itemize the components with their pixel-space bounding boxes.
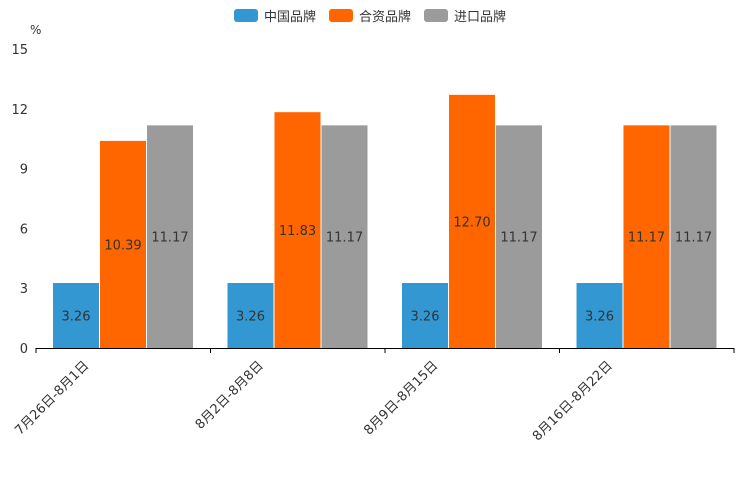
legend: 中国品牌 合资品牌 进口品牌 <box>234 9 506 25</box>
bar-1-1[interactable] <box>274 112 321 349</box>
bar-2-1[interactable] <box>321 125 368 348</box>
y-tick-label: 12 <box>11 103 28 118</box>
x-axis: 7月26日-8月1日 8月2日-8月8日 8月9日-8月15日 8月16日-8月22日 <box>12 348 735 444</box>
y-tick-label: 6 <box>20 222 28 237</box>
legend-label-2[interactable]: 进口品牌 <box>454 9 506 25</box>
legend-swatch-2[interactable] <box>424 9 448 22</box>
bar-0-0[interactable] <box>53 283 99 348</box>
data-label-2-2: 11.17 <box>500 231 537 246</box>
x-category-label: 8月16日-8月22日 <box>530 358 616 444</box>
data-label-1-1: 11.83 <box>279 224 316 239</box>
bar-1-0[interactable] <box>100 140 146 348</box>
data-label-0-1: 3.26 <box>236 310 265 325</box>
x-category-label: 7月26日-8月1日 <box>12 358 92 438</box>
y-tick-label: 15 <box>11 43 28 58</box>
bar-2-3[interactable] <box>670 125 717 348</box>
bar-0-3[interactable] <box>576 283 623 348</box>
data-label-2-0: 11.17 <box>151 231 188 246</box>
legend-label-1[interactable]: 合资品牌 <box>359 9 411 25</box>
data-label-0-2: 3.26 <box>411 310 440 325</box>
data-label-1-0: 10.39 <box>104 238 141 253</box>
x-category-label: 8月2日-8月8日 <box>193 358 267 432</box>
bar-1-3[interactable] <box>623 125 670 348</box>
data-label-0-0: 3.26 <box>62 310 91 325</box>
bar-0-1[interactable] <box>227 283 274 348</box>
bar-2-0[interactable] <box>147 125 193 348</box>
legend-swatch-1[interactable] <box>329 9 353 22</box>
data-label-1-2: 12.70 <box>453 215 490 230</box>
data-label-2-1: 11.17 <box>326 231 363 246</box>
data-label-1-3: 11.17 <box>628 231 665 246</box>
bar-2-2[interactable] <box>496 125 542 348</box>
x-category-label: 8月9日-8月15日 <box>361 358 441 438</box>
y-tick-label: 0 <box>20 342 28 357</box>
y-axis-unit: % <box>30 23 41 37</box>
y-tick-label: 3 <box>20 282 28 297</box>
bars: 3.26 10.39 11.17 3.26 11.83 11.17 3.26 12.70 11.… <box>53 94 717 349</box>
legend-swatch-0[interactable] <box>234 9 258 22</box>
y-axis: 0 3 6 9 12 15 <box>11 43 28 357</box>
data-label-2-3: 11.17 <box>675 231 712 246</box>
bar-0-2[interactable] <box>402 283 448 348</box>
legend-label-0[interactable]: 中国品牌 <box>264 9 316 25</box>
bar-1-2[interactable] <box>449 94 495 348</box>
data-label-0-3: 3.26 <box>585 310 614 325</box>
y-tick-label: 9 <box>20 163 28 178</box>
